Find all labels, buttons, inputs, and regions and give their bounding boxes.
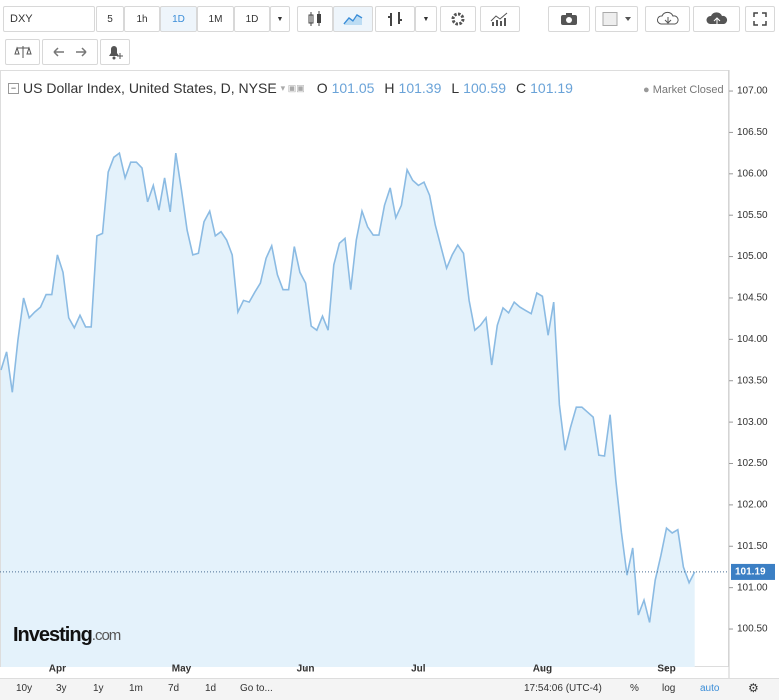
icon xyxy=(656,11,679,25)
undo-redo[interactable] xyxy=(42,39,98,65)
icon xyxy=(753,12,767,26)
line xyxy=(0,151,696,623)
interval-button[interactable]: 1h xyxy=(124,6,160,32)
icon xyxy=(602,12,631,26)
x-tick-label: Sep xyxy=(657,664,675,675)
ohlc-value: 101.19 xyxy=(530,80,573,96)
x-tick-label: Aug xyxy=(533,664,552,675)
icon xyxy=(13,46,32,58)
ohlc-key: H xyxy=(384,80,395,96)
icon xyxy=(388,12,402,26)
candles-button[interactable] xyxy=(297,6,333,32)
ohlc-key: C xyxy=(516,80,527,96)
y-tick-label: 104.00 xyxy=(737,334,768,345)
x-tick-label: Apr xyxy=(49,664,66,675)
legend: − US Dollar Index, United States, D, NYS… xyxy=(8,80,579,96)
icon xyxy=(490,12,508,26)
icon xyxy=(109,46,123,60)
x-tick-label: Jul xyxy=(411,664,426,675)
logo-brand: Investing xyxy=(13,624,92,646)
range-button[interactable]: 1y xyxy=(93,683,104,694)
y-tick-label: 105.00 xyxy=(737,251,768,262)
interval-button[interactable]: 1D xyxy=(160,6,197,32)
icon xyxy=(343,13,363,25)
bars-button[interactable] xyxy=(375,6,415,32)
y-tick-label: 103.00 xyxy=(737,417,768,428)
clock: 17:54:06 (UTC-4) xyxy=(524,683,602,694)
dropdown[interactable]: ▼ xyxy=(415,6,437,32)
y-tick-label: 106.50 xyxy=(737,127,768,138)
y-tick-label: 102.00 xyxy=(737,500,768,511)
dropdown[interactable]: ▼ xyxy=(270,6,290,32)
settings-button[interactable] xyxy=(440,6,476,32)
market-status-text: Market Closed xyxy=(652,84,724,96)
legend-title: US Dollar Index, United States, D, NYSE xyxy=(23,80,277,96)
load-button[interactable] xyxy=(645,6,690,32)
y-tick-label: 101.50 xyxy=(737,541,768,552)
market-status: ● Market Closed xyxy=(643,84,724,96)
y-tick-label: 106.00 xyxy=(737,168,768,179)
alert-button[interactable] xyxy=(100,39,130,65)
log-toggle[interactable]: log xyxy=(662,683,676,694)
logo-suffix: .com xyxy=(92,627,121,644)
y-tick-label: 103.50 xyxy=(737,375,768,386)
y-tick-label: 107.00 xyxy=(737,86,768,97)
line-button[interactable] xyxy=(333,6,373,32)
icon xyxy=(705,12,727,24)
indicators-button[interactable] xyxy=(480,6,520,32)
range-button[interactable]: 7d xyxy=(168,683,180,694)
chart: Investing.com 100.50 101.00 101.50 102.00 10… xyxy=(0,70,775,678)
y-tick-label: 100.50 xyxy=(737,624,768,635)
ohlc-value: 101.05 xyxy=(331,80,375,96)
collapse-toggle[interactable]: − xyxy=(8,82,19,94)
ohlc-key: L xyxy=(451,80,460,96)
goto-button[interactable]: Go to... xyxy=(240,683,273,694)
range-button[interactable]: 3y xyxy=(56,683,67,694)
x-tick-label: May xyxy=(172,664,192,675)
y-tick-label: 101.00 xyxy=(737,582,768,593)
legend-menu[interactable]: ▾ ▣▣ xyxy=(280,82,305,93)
save-button[interactable] xyxy=(693,6,740,32)
interval-select[interactable]: 1D xyxy=(234,6,270,32)
x-tick-label: Jun xyxy=(297,664,315,675)
icon xyxy=(53,47,87,57)
percent-toggle[interactable]: % xyxy=(630,683,639,694)
range-button[interactable]: 1m xyxy=(129,683,143,694)
interval-button[interactable]: 5 xyxy=(96,6,124,32)
ohlc-value: 100.59 xyxy=(463,80,506,96)
area xyxy=(1,153,695,668)
y-tick-label: 105.50 xyxy=(737,210,768,221)
interval-button[interactable]: 1M xyxy=(197,6,234,32)
snapshot-button[interactable] xyxy=(548,6,590,32)
y-tick-label: 102.50 xyxy=(737,458,768,469)
last-price-box xyxy=(731,563,775,580)
settings-icon[interactable]: ⚙ xyxy=(748,681,759,695)
icon xyxy=(451,12,465,26)
icon xyxy=(308,11,321,26)
icon xyxy=(561,13,577,25)
fullscreen-button[interactable] xyxy=(745,6,775,32)
color-button[interactable] xyxy=(595,6,638,32)
symbol-input[interactable]: DXY xyxy=(3,6,95,32)
bottom-bar: 10y 3y 1y 1m 7d 1d Go to... 17:54:06 (UT… xyxy=(0,678,779,700)
ohlc-key: O xyxy=(316,80,328,96)
range-button[interactable]: 10y xyxy=(16,683,33,694)
y-tick-label: 104.50 xyxy=(737,293,768,304)
last-price-label: 101.19 xyxy=(735,567,766,578)
compare-button[interactable] xyxy=(5,39,40,65)
range-button[interactable]: 1d xyxy=(205,683,217,694)
ohlc-value: 101.39 xyxy=(398,80,442,96)
logo: Investing.com xyxy=(13,624,121,646)
auto-toggle[interactable]: auto xyxy=(700,683,720,694)
